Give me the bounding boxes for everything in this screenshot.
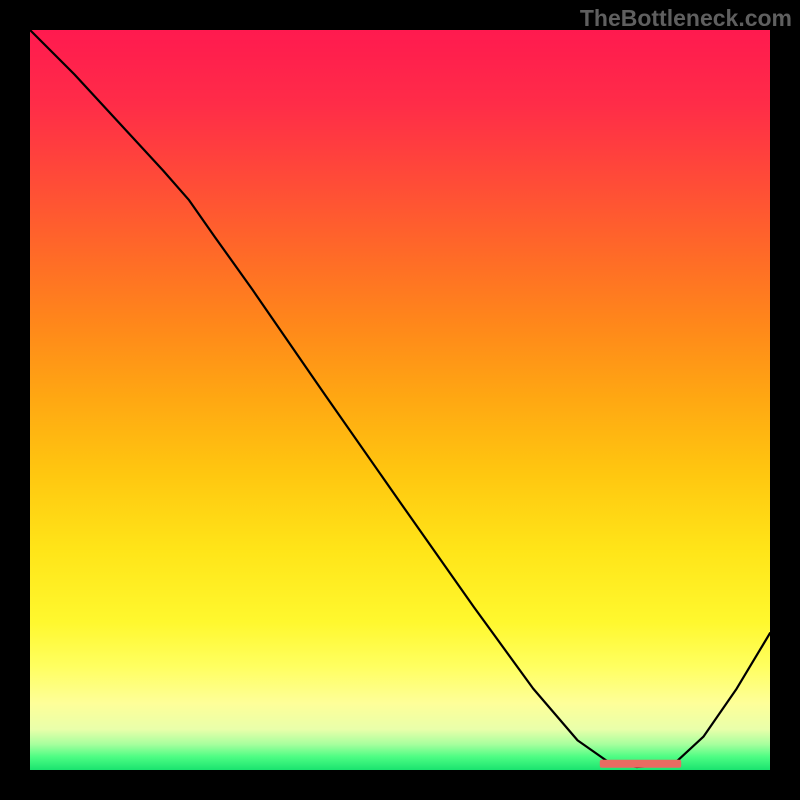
bottleneck-curve: [30, 30, 770, 770]
optimal-range-marker: [600, 760, 681, 768]
bottleneck-chart: [30, 30, 770, 770]
watermark-text: TheBottleneck.com: [580, 5, 792, 32]
